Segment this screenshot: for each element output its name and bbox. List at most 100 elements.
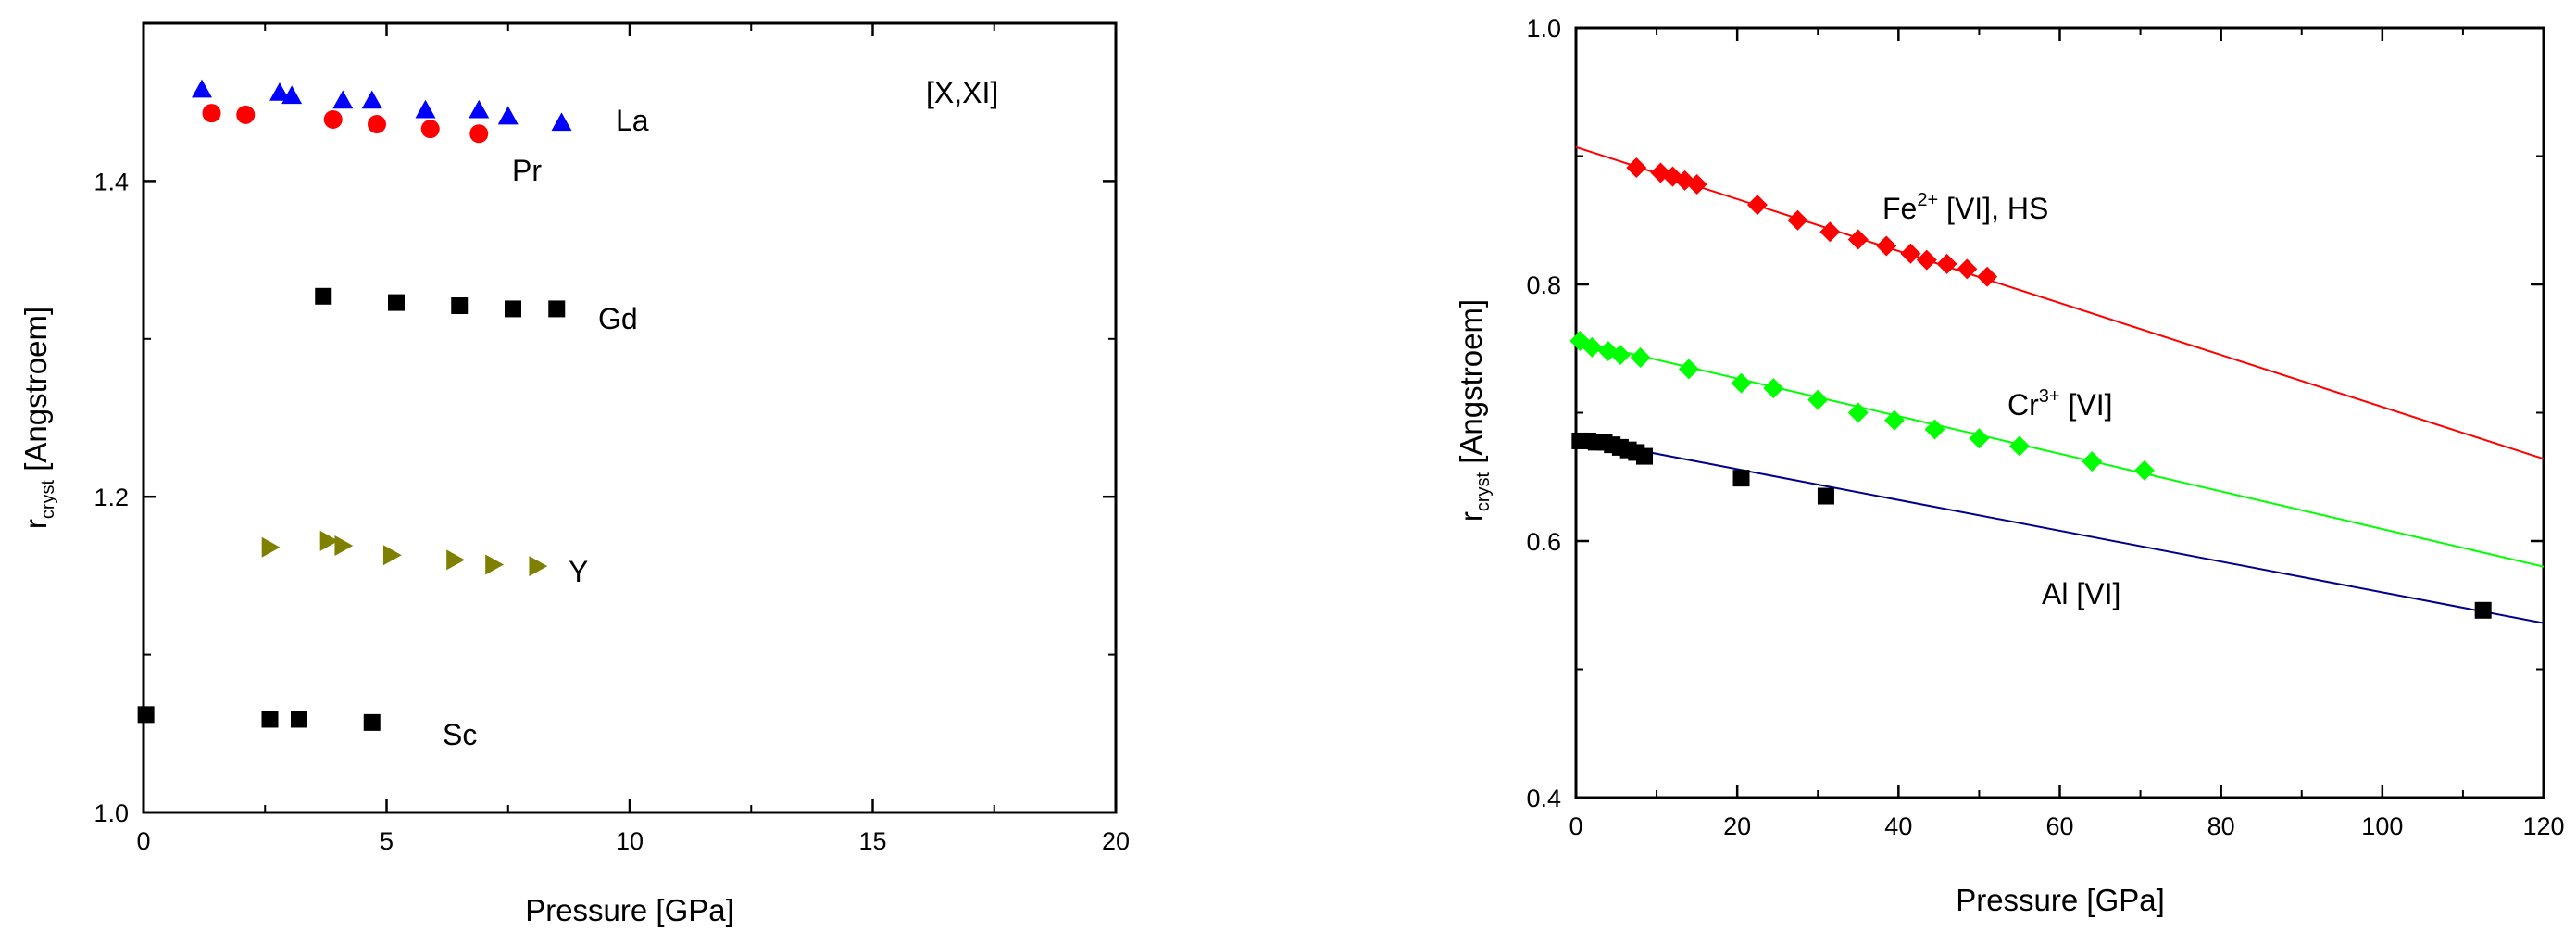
left-x-tick-label: 5: [380, 827, 394, 855]
left-point-y: [382, 545, 402, 566]
left-y-axis-title-main: r: [19, 519, 53, 529]
left-point-sc: [261, 711, 279, 728]
right-point-cr: [1847, 402, 1869, 423]
right-series-label-al: Al [VI]: [2042, 577, 2120, 610]
right-y-axis-title-sub: cryst: [1473, 472, 1494, 511]
left-y-tick-label: 1.0: [94, 799, 129, 827]
right-series-label-cr-sup: 3+: [2039, 386, 2060, 407]
right-point-fe: [1876, 235, 1897, 257]
right-x-tick-label: 80: [2207, 812, 2235, 840]
left-plot-frame: [142, 21, 1118, 814]
left-point-gd: [548, 300, 566, 318]
right-point-cr: [2133, 459, 2155, 481]
left-point-la: [281, 85, 303, 105]
left-point-gd: [505, 300, 521, 318]
right-point-fe: [1787, 209, 1808, 231]
left-point-y: [529, 556, 548, 577]
right-x-axis-title: Pressure [GPa]: [1956, 883, 2165, 917]
left-point-y: [319, 530, 339, 551]
right-x-tick-label: 20: [1723, 812, 1751, 840]
right-x-tick-label: 40: [1884, 812, 1912, 840]
right-y-axis-title: rcryst [Angstroem]: [1454, 299, 1494, 522]
left-x-tick-label: 0: [136, 827, 150, 855]
right-point-al-vi: [2474, 601, 2492, 619]
left-point-sc: [291, 711, 307, 728]
right-point-fe: [1916, 249, 1937, 271]
left-point-pr: [368, 115, 386, 134]
right-point-cr: [1883, 409, 1905, 431]
right-fit-line-fe: [1575, 145, 2545, 460]
right-chart: 0 20 40 60 80 100 120 0.4 0.6 0.8 1.0 Fe2+ [VI], H…: [1454, 15, 2565, 917]
left-chart: 0 5 10 15 20 1.0 1.2 1.4 [X,XI] La Pr Gd Y Sc P…: [19, 21, 1130, 927]
right-y-axis-title-main: r: [1454, 511, 1488, 522]
right-y-tick-label: 0.6: [1526, 528, 1561, 556]
left-point-y: [446, 549, 465, 571]
left-marks: [137, 79, 572, 731]
right-y-tick-label: 0.8: [1526, 271, 1561, 299]
right-fit-lines: [1575, 145, 2545, 624]
left-x-tick-label: 20: [1102, 827, 1130, 855]
right-point-cr: [1582, 336, 1603, 358]
right-point-fe: [1936, 253, 1957, 274]
left-point-y: [485, 554, 504, 575]
left-y-axis-title: rcryst [Angstroem]: [19, 307, 58, 529]
right-series-label-fe: Fe2+ [VI], HS: [1882, 190, 2048, 225]
right-x-tick-label: 120: [2522, 812, 2564, 840]
right-fit-line-cr: [1575, 339, 2545, 568]
left-y-axis-title-sub: cryst: [38, 479, 58, 519]
left-point-pr: [236, 105, 256, 124]
left-annotation: [X,XI]: [926, 76, 998, 109]
left-ticks: 0 5 10 15 20 1.0 1.2 1.4: [94, 23, 1130, 855]
left-point-la: [415, 99, 436, 119]
left-series-label-pr: Pr: [512, 154, 542, 187]
right-point-cr: [1807, 389, 1829, 410]
left-series-label-y: Y: [569, 555, 588, 588]
left-point-pr: [420, 120, 440, 139]
left-point-sc: [137, 706, 155, 724]
left-point-sc: [363, 713, 381, 731]
right-point-cr: [1924, 419, 1945, 440]
left-point-gd: [388, 294, 405, 311]
right-point-fe: [1847, 229, 1869, 250]
right-x-tick-label: 0: [1569, 812, 1582, 840]
left-point-pr: [202, 104, 221, 123]
right-y-axis-title-rest: [Angstroem]: [1454, 299, 1488, 472]
right-point-al-vi: [1817, 487, 1834, 505]
right-point-cr: [1678, 359, 1699, 380]
right-point-cr: [1763, 378, 1784, 399]
right-point-fe: [1900, 243, 1921, 264]
right-point-fe: [1957, 258, 1978, 280]
left-y-axis-title-rest: [Angstroem]: [19, 307, 53, 480]
right-point-al-vi: [1732, 470, 1750, 487]
right-ticks: 0 20 40 60 80 100 120 0.4 0.6 0.8 1.0: [1526, 15, 2564, 840]
right-point-cr: [1969, 428, 1990, 449]
right-series-label-cr: Cr3+ [VI]: [2007, 386, 2112, 422]
left-point-la: [497, 106, 519, 125]
left-point-la: [192, 79, 212, 98]
left-point-pr: [469, 124, 489, 144]
right-point-cr: [1630, 346, 1651, 368]
left-series-label-la: La: [616, 104, 649, 137]
left-point-la: [269, 82, 290, 101]
left-point-la: [361, 90, 382, 109]
left-series-label-sc: Sc: [443, 718, 477, 751]
left-x-tick-label: 15: [858, 827, 886, 855]
left-y-tick-label: 1.4: [94, 168, 129, 195]
right-point-al-vi: [1636, 447, 1654, 465]
right-point-cr: [2082, 451, 2103, 472]
right-point-fe: [1626, 157, 1647, 178]
right-fit-line-al-vi: [1575, 437, 2545, 624]
right-series-label-cr-main: Cr: [2007, 388, 2039, 422]
right-series-label-fe-rest: [VI], HS: [1938, 192, 2048, 225]
left-x-tick-label: 10: [616, 827, 644, 855]
left-point-gd: [315, 287, 332, 305]
right-point-fe: [1686, 173, 1707, 195]
right-point-cr: [1609, 345, 1631, 366]
left-y-tick-label: 1.2: [94, 484, 129, 511]
left-series-label-gd: Gd: [598, 302, 638, 335]
right-x-tick-label: 60: [2045, 812, 2073, 840]
right-point-cr: [2008, 435, 2030, 457]
left-x-axis-title: Pressure [GPa]: [525, 893, 734, 927]
right-point-fe: [1977, 266, 1998, 287]
